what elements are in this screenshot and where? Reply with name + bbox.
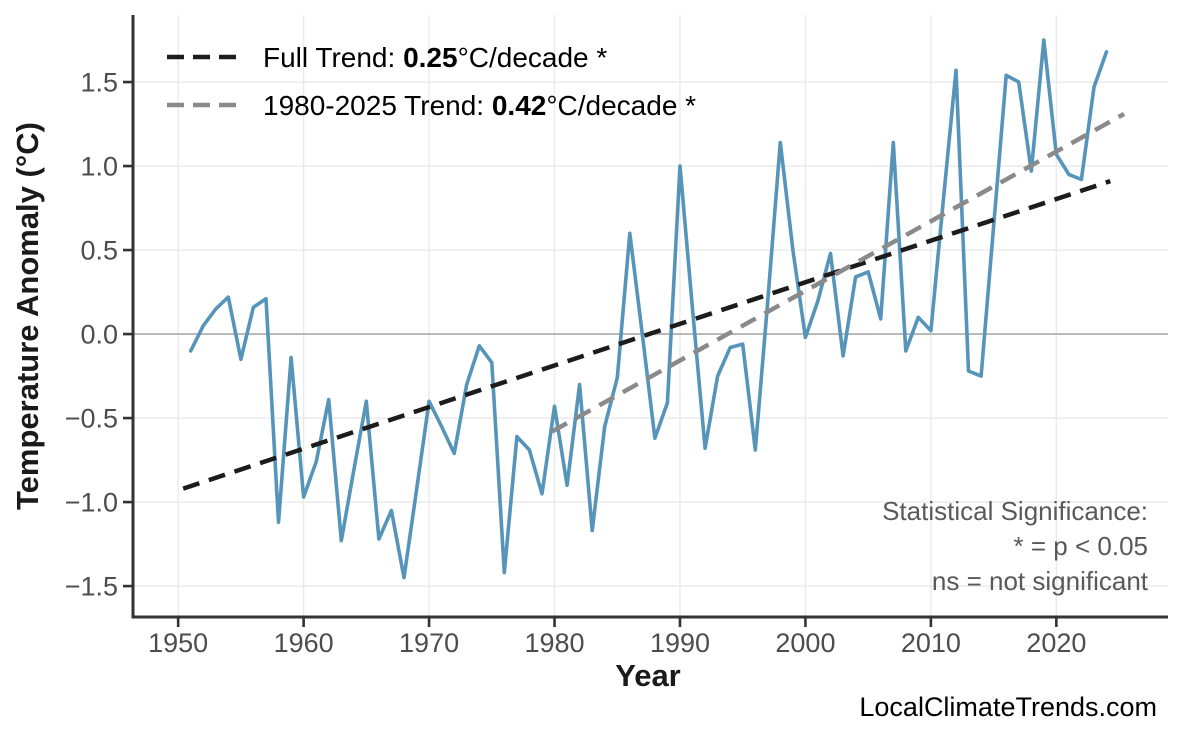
legend-full-trend-value: 0.25 [403,42,458,73]
significance-title: Statistical Significance: [882,496,1148,526]
x-tick-label: 2000 [775,628,835,658]
legend-recent-trend-label: 1980-2025 Trend: 0.42°C/decade * [263,90,696,121]
temperature-anomaly-line [188,38,1109,580]
1980-2025-trend-line [550,111,1126,434]
y-axis-title: Temperature Anomaly (°C) [10,122,45,510]
axis-tick-labels: 1950 1960 1970 1980 1990 2000 2010 2020 −1.5 −1.0… [65,68,1087,658]
y-tick-label: 0.0 [80,320,118,350]
watermark: LocalClimateTrends.com [859,692,1157,722]
x-axis-title: Year [615,658,681,693]
x-tick-label: 1960 [274,628,334,658]
y-tick-label: −0.5 [65,404,118,434]
legend-full-trend-label: Full Trend: 0.25°C/decade * [263,42,607,73]
x-tick-label: 2020 [1026,628,1086,658]
full-trend-line [182,179,1111,491]
legend-recent-trend-value: 0.42 [492,90,547,121]
legend: Full Trend: 0.25°C/decade * 1980-2025 Tr… [167,42,696,121]
legend-recent-trend-prefix: 1980-2025 Trend: [263,90,492,121]
y-tick-label: 1.5 [80,68,118,98]
significance-p-value: * = p < 0.05 [1014,531,1148,561]
significance-ns: ns = not significant [932,566,1149,596]
data-series-layer [182,38,1126,580]
x-tick-label: 2010 [901,628,961,658]
axis-ticks [123,80,1058,627]
y-tick-label: 1.0 [80,152,118,182]
legend-full-trend-prefix: Full Trend: [263,42,403,73]
y-tick-label: −1.5 [65,572,118,602]
legend-full-trend-suffix: °C/decade * [458,42,608,73]
x-tick-label: 1990 [650,628,710,658]
significance-annotation: Statistical Significance: * = p < 0.05 n… [882,496,1149,596]
y-tick-label: −1.0 [65,488,118,518]
y-tick-label: 0.5 [80,236,118,266]
x-tick-label: 1980 [524,628,584,658]
x-tick-label: 1950 [148,628,208,658]
x-tick-label: 1970 [399,628,459,658]
legend-recent-trend-suffix: °C/decade * [546,90,696,121]
